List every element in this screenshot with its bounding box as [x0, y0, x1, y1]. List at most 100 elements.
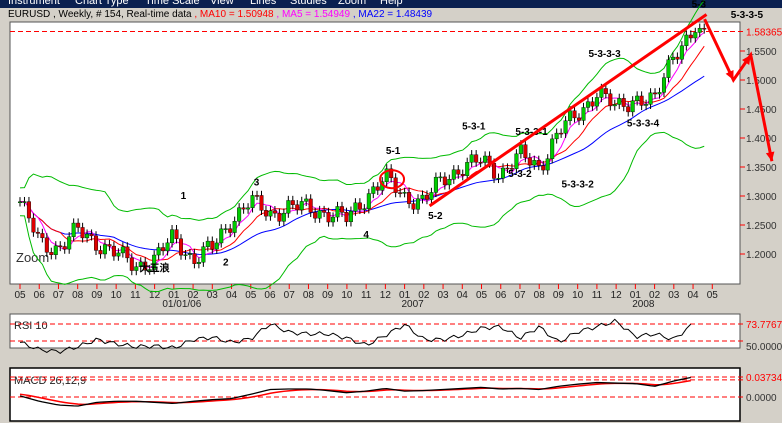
candle	[679, 45, 684, 60]
zoom-label[interactable]: Zoom	[16, 250, 49, 265]
candle	[308, 198, 313, 213]
arrowhead	[742, 55, 751, 65]
wave-label: 5-3-3-1	[515, 127, 548, 138]
x-tick-label: 06	[264, 290, 276, 301]
candle	[384, 168, 389, 182]
candle	[371, 186, 376, 194]
ma22-value: , MA22 = 1.48439	[352, 9, 433, 20]
candle	[147, 269, 152, 271]
candle	[393, 177, 398, 193]
candle	[170, 229, 175, 244]
y-tick-label: 1.2000	[746, 250, 777, 261]
x-tick-label: 11	[592, 290, 603, 301]
x-tick-label: 02	[649, 290, 661, 301]
candle	[89, 233, 94, 237]
candle	[259, 195, 264, 211]
candle	[44, 237, 49, 253]
candle	[326, 212, 331, 223]
menu-view[interactable]: View	[210, 0, 234, 7]
candle	[407, 192, 412, 204]
candle	[362, 208, 367, 210]
candle	[420, 194, 425, 200]
candle	[594, 97, 599, 107]
candle	[228, 228, 233, 233]
candle	[357, 202, 362, 210]
macd-last-label: 0.03734	[746, 373, 782, 384]
candle	[339, 206, 344, 213]
menu-lines[interactable]: Lines	[250, 0, 277, 7]
candle	[438, 176, 443, 179]
candle	[281, 212, 286, 222]
wave-label: 5-3-2	[508, 169, 532, 180]
highlight-circle	[379, 169, 406, 190]
candle	[214, 242, 219, 250]
x-tick-label: 10	[341, 290, 353, 301]
candle	[272, 210, 277, 214]
menu-studies[interactable]: Studies	[290, 0, 327, 7]
candle	[156, 247, 161, 256]
candle	[317, 210, 322, 219]
projection-path	[703, 18, 774, 162]
bollinger-upper	[19, 0, 705, 221]
candle	[577, 117, 582, 121]
candle	[290, 200, 295, 205]
candle	[451, 169, 456, 180]
wave-label: 5-3-1	[462, 121, 486, 132]
x-tick-label: 03	[207, 290, 219, 301]
y-tick-label: 1.5000	[746, 76, 777, 87]
candle	[187, 253, 192, 255]
candle	[670, 56, 675, 60]
x-tick-label: 05	[14, 290, 26, 301]
menu-bar: Instrument Chart Type Time Scale View Lines S…	[0, 0, 782, 8]
candle	[545, 158, 550, 171]
candle	[456, 169, 461, 175]
candle	[241, 207, 246, 210]
candle	[496, 177, 501, 180]
candle	[335, 206, 340, 218]
menu-chart-type[interactable]: Chart Type	[75, 0, 129, 7]
x-tick-label: 03	[437, 290, 449, 301]
symbol-info: EURUSD , Weekly, # 154, Real-time data	[8, 9, 192, 20]
bollinger-lower	[19, 131, 705, 293]
arrowhead	[725, 70, 734, 80]
candle	[263, 210, 268, 217]
x-tick-label: 12	[149, 290, 161, 301]
candle	[246, 207, 251, 210]
candle	[612, 104, 617, 107]
candle	[505, 167, 510, 170]
y-tick-label: 1.2500	[746, 221, 777, 232]
x-tick-label: 05	[707, 290, 719, 301]
candle	[165, 242, 170, 252]
candle	[152, 254, 157, 270]
macd-title: MACD 26,12,9	[14, 375, 86, 387]
candle	[134, 266, 139, 271]
candle	[657, 92, 662, 95]
x-tick-label: 12	[611, 290, 623, 301]
candle	[617, 98, 622, 105]
x-year-label: 01/01/06	[162, 299, 201, 310]
candle	[509, 168, 514, 170]
x-tick-label: 04	[457, 290, 469, 301]
x-year-label: 2008	[632, 299, 655, 310]
candle	[111, 245, 116, 257]
candle	[344, 212, 349, 223]
x-tick-label: 05	[245, 290, 257, 301]
x-tick-label: 01	[168, 290, 180, 301]
menu-instrument[interactable]: Instrument	[8, 0, 60, 7]
candle	[702, 27, 707, 30]
menu-help[interactable]: Help	[380, 0, 403, 7]
x-tick-label: 09	[322, 290, 334, 301]
candle	[255, 195, 260, 197]
candle	[688, 34, 693, 39]
arrowhead	[765, 151, 775, 162]
menu-zoom[interactable]: Zoom	[338, 0, 367, 7]
menu-time-scale[interactable]: Time Scale	[145, 0, 200, 7]
candle	[550, 138, 555, 159]
x-tick-label: 08	[303, 290, 315, 301]
candle	[129, 257, 134, 271]
macd-line	[19, 376, 691, 407]
candle	[286, 200, 291, 214]
candle	[331, 216, 336, 223]
candle	[232, 221, 237, 233]
